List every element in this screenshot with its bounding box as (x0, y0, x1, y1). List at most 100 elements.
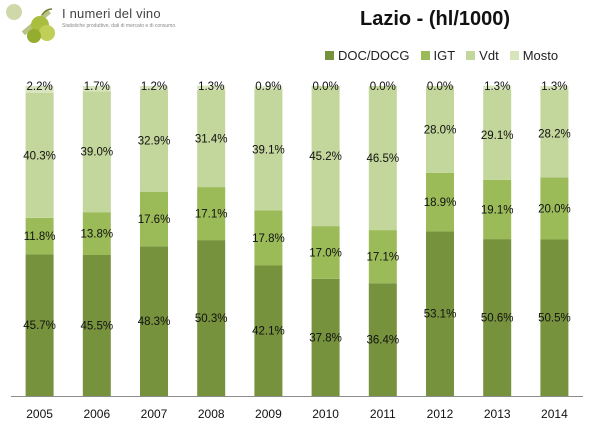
bar-vdt-2010 (311, 86, 340, 227)
value-label-doc-docg-2010: 37.8% (309, 332, 342, 344)
brand-header: I numeri del vino Statistiche produttive… (0, 0, 177, 50)
bar-vdt-2012 (426, 86, 454, 173)
bar-mosto-2006 (82, 86, 111, 92)
bar-doc-docg-2009 (254, 265, 283, 396)
legend-label-doc-docg: DOC/DOCG (338, 47, 410, 63)
bar-igt-2008 (197, 187, 226, 241)
bar-vdt-2006 (82, 91, 111, 213)
value-label-doc-docg-2008: 50.3% (195, 313, 228, 325)
value-label-igt-2008: 17.1% (195, 209, 228, 221)
legend-item-mosto: Mosto (509, 48, 558, 63)
legend-item-igt: IGT (420, 47, 456, 63)
value-label-vdt-2005: 40.3% (23, 150, 56, 162)
value-label-igt-2005: 11.8% (24, 231, 56, 243)
x-tick-label-2008: 2008 (198, 407, 225, 421)
value-label-doc-docg-2013: 50.6% (481, 313, 514, 325)
value-label-igt-2006: 13.8% (80, 229, 113, 241)
x-tick-label-2013: 2013 (484, 407, 511, 421)
value-label-doc-docg-2007: 48.3% (138, 316, 171, 328)
x-tick-label-2005: 2005 (26, 407, 53, 421)
bar-igt-2013 (483, 179, 512, 240)
value-label-vdt-2011: 46.5% (366, 153, 399, 165)
value-label-igt-2009: 17.8% (252, 233, 285, 245)
legend-swatch-igt (420, 50, 430, 60)
legend-swatch-vdt (466, 50, 476, 60)
bar-doc-docg-2005 (25, 254, 54, 396)
value-label-mosto-2010: 0.0% (312, 81, 338, 93)
legend-label-vdt: Vdt (479, 47, 499, 63)
value-label-igt-2010: 17.0% (309, 248, 342, 260)
legend-item-vdt: Vdt (466, 48, 499, 63)
value-label-doc-docg-2005: 45.7% (23, 320, 56, 332)
x-tick-label-2006: 2006 (83, 407, 110, 421)
bar-igt-2006 (82, 212, 111, 255)
bar-mosto-2009 (254, 86, 283, 90)
x-tick-label-2007: 2007 (141, 407, 168, 421)
bar-doc-docg-2011 (368, 283, 397, 396)
value-label-vdt-2007: 32.9% (138, 136, 171, 148)
bar-vdt-2007 (140, 89, 168, 192)
value-label-vdt-2013: 29.1% (481, 130, 514, 142)
x-tick-label-2010: 2010 (312, 407, 339, 421)
value-label-mosto-2006: 1.7% (84, 81, 110, 93)
x-tick-label-2012: 2012 (427, 407, 454, 421)
value-label-vdt-2010: 45.2% (309, 151, 342, 163)
legend-swatch-mosto (509, 50, 519, 60)
value-label-mosto-2013: 1.3% (484, 81, 510, 93)
bar-igt-2009 (254, 210, 283, 266)
value-label-mosto-2011: 0.0% (370, 81, 396, 93)
legend-label-igt: IGT (433, 47, 456, 63)
bar-doc-docg-2007 (140, 246, 168, 396)
value-label-doc-docg-2014: 50.5% (538, 313, 571, 325)
value-label-doc-docg-2012: 53.1% (424, 309, 457, 321)
bar-doc-docg-2014 (540, 239, 569, 396)
bar-mosto-2014 (540, 86, 569, 90)
bar-igt-2012 (426, 172, 454, 232)
wine-percent-logo-icon (6, 4, 55, 43)
bar-vdt-2005 (25, 92, 54, 218)
value-label-mosto-2012: 0.0% (427, 81, 453, 93)
bar-mosto-2007 (140, 86, 168, 90)
bar-vdt-2009 (254, 89, 283, 211)
bar-mosto-2005 (25, 86, 54, 93)
bar-igt-2007 (140, 191, 168, 247)
value-label-mosto-2007: 1.2% (141, 81, 167, 93)
x-tick-label-2009: 2009 (255, 407, 282, 421)
bar-vdt-2014 (540, 90, 569, 178)
value-label-igt-2014: 20.0% (538, 203, 571, 215)
value-label-mosto-2005: 2.2% (26, 81, 52, 93)
legend-item-doc-docg: DOC/DOCG (325, 48, 410, 63)
bar-igt-2005 (25, 217, 54, 255)
bar-vdt-2013 (483, 89, 512, 180)
bar-doc-docg-2010 (311, 278, 340, 396)
value-label-vdt-2009: 39.1% (252, 145, 285, 157)
value-label-doc-docg-2011: 36.4% (366, 335, 399, 347)
brand-name: I numeri del vino (62, 6, 161, 21)
chart-legend: DOC/DOCG IGT Vdt Mosto (325, 47, 558, 63)
legend-swatch-doc-docg (325, 50, 334, 60)
value-label-igt-2012: 18.9% (424, 197, 457, 209)
value-label-igt-2007: 17.6% (138, 214, 171, 226)
value-label-igt-2011: 17.1% (366, 252, 399, 264)
bar-mosto-2008 (197, 85, 226, 90)
bar-doc-docg-2012 (426, 231, 454, 396)
value-label-vdt-2012: 28.0% (424, 124, 457, 136)
chart-title: Lazio - (hl/1000) (360, 8, 511, 30)
bar-doc-docg-2006 (82, 254, 111, 396)
value-label-vdt-2008: 31.4% (195, 133, 228, 145)
bar-igt-2010 (311, 226, 340, 279)
value-label-vdt-2014: 28.2% (538, 129, 571, 141)
x-tick-label-2014: 2014 (541, 407, 568, 421)
brand-tagline: Statistiche produttive, dati di mercato … (62, 23, 177, 29)
bar-mosto-2013 (483, 85, 512, 90)
bar-vdt-2008 (197, 89, 226, 187)
value-label-doc-docg-2006: 45.5% (80, 321, 113, 333)
value-label-doc-docg-2009: 42.1% (252, 326, 285, 338)
bar-igt-2014 (540, 177, 569, 240)
value-label-igt-2013: 19.1% (481, 205, 514, 217)
bar-igt-2011 (368, 230, 397, 284)
bar-doc-docg-2013 (483, 239, 512, 396)
value-label-mosto-2008: 1.3% (198, 81, 224, 93)
bar-doc-docg-2008 (197, 240, 226, 396)
